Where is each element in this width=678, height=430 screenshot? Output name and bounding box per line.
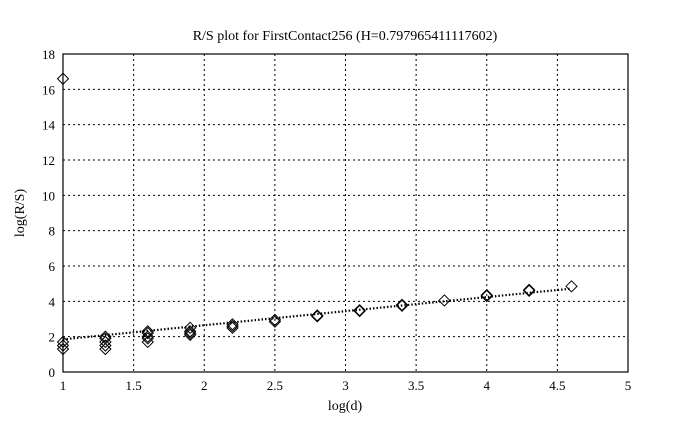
data-point	[183, 326, 197, 340]
x-tick-label: 4.5	[549, 378, 565, 393]
chart-title: R/S plot for FirstContact256 (H=0.797965…	[193, 29, 498, 44]
x-tick-label: 2.5	[267, 378, 283, 393]
grid	[63, 54, 628, 372]
y-tick-label: 18	[42, 47, 55, 62]
y-tick-label: 4	[49, 294, 56, 309]
x-axis-label: log(d)	[328, 399, 363, 414]
y-tick-label: 6	[49, 259, 56, 274]
data-point	[183, 321, 197, 335]
data-point	[226, 319, 239, 333]
x-tick-label: 3	[342, 378, 349, 393]
data-point	[395, 299, 409, 312]
x-tick-label: 3.5	[408, 378, 424, 393]
data-point	[395, 298, 409, 312]
x-tick-label: 5	[625, 378, 632, 393]
x-tick-label: 2	[201, 378, 208, 393]
data-point	[480, 288, 493, 302]
data-point	[438, 294, 451, 307]
data-point	[268, 315, 282, 328]
data-point	[565, 280, 578, 293]
data-point	[141, 326, 154, 340]
data-point	[311, 309, 324, 322]
y-tick-label: 8	[49, 224, 56, 239]
data-point	[226, 318, 239, 331]
x-tick-label: 1	[60, 378, 67, 393]
data-point	[99, 332, 112, 345]
data-point	[141, 332, 154, 345]
plot-frame	[62, 53, 629, 373]
y-tick-label: 2	[49, 330, 56, 345]
data-point	[99, 330, 112, 343]
data-point	[522, 283, 536, 297]
fit-line	[62, 287, 572, 341]
data-point	[268, 313, 282, 327]
x-tick-label: 1.5	[126, 378, 142, 393]
data-point	[99, 342, 112, 356]
data-point	[353, 304, 366, 318]
data-point	[311, 310, 324, 323]
data-point	[480, 289, 493, 303]
y-axis-label: log(R/S)	[13, 189, 28, 238]
data-points	[56, 72, 578, 356]
data-point	[522, 284, 536, 297]
y-tick-label: 16	[42, 82, 56, 97]
ticks: 1 1.5 2 2.5 3 3.5 4 4.5 5 0 2 4 6 8 10 12 14 16 18	[42, 47, 631, 393]
y-tick-label: 12	[42, 153, 55, 168]
x-tick-label: 4	[484, 378, 491, 393]
y-tick-label: 14	[42, 118, 56, 133]
y-tick-label: 0	[49, 365, 56, 380]
data-point	[141, 325, 154, 338]
y-tick-label: 10	[42, 188, 55, 203]
data-point	[353, 303, 366, 317]
